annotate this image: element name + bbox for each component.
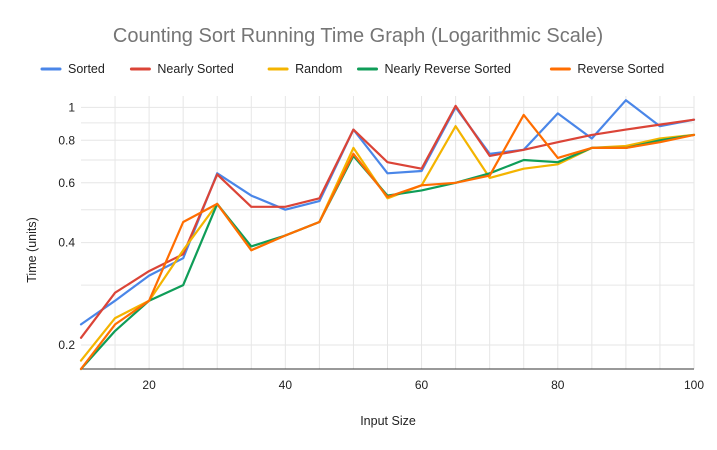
y-axis-ticks: 0.2 0.4 0.6 0.8 1 xyxy=(58,100,75,352)
chart-title: Counting Sort Running Time Graph (Logari… xyxy=(113,25,603,47)
legend-item-reverse-sorted[interactable]: Reverse Sorted xyxy=(549,62,664,76)
y-tick-label: 1 xyxy=(68,100,75,114)
legend-label: Nearly Reverse Sorted xyxy=(385,62,511,76)
x-tick-label: 40 xyxy=(279,378,293,392)
series-line-sorted xyxy=(79,99,696,326)
legend-label: Nearly Sorted xyxy=(157,62,233,76)
y-tick-label: 0.4 xyxy=(58,236,75,250)
x-axis-ticks: 20 40 60 80 100 xyxy=(142,378,704,392)
legend-label: Reverse Sorted xyxy=(577,62,664,76)
series-line-reverse-sorted xyxy=(79,113,696,371)
x-tick-label: 20 xyxy=(142,378,156,392)
gridlines xyxy=(81,96,695,370)
series-lines xyxy=(79,99,696,371)
x-axis-label: Input Size xyxy=(360,414,416,428)
legend-label: Sorted xyxy=(68,62,105,76)
legend-item-random[interactable]: Random xyxy=(267,62,342,76)
legend-item-nearly-reverse-sorted[interactable]: Nearly Reverse Sorted xyxy=(357,62,511,76)
x-tick-label: 100 xyxy=(684,378,704,392)
legend-label: Random xyxy=(295,62,342,76)
legend-item-nearly-sorted[interactable]: Nearly Sorted xyxy=(129,62,234,76)
y-axis-label: Time (units) xyxy=(25,217,39,283)
legend: Sorted Nearly Sorted Random Nearly Reverse … xyxy=(40,62,664,76)
y-tick-label: 0.8 xyxy=(58,133,75,147)
y-tick-label: 0.6 xyxy=(58,176,75,190)
x-tick-label: 80 xyxy=(551,378,565,392)
legend-item-sorted[interactable]: Sorted xyxy=(40,62,105,76)
series-line-nearly-sorted xyxy=(79,104,696,339)
x-tick-label: 60 xyxy=(415,378,429,392)
y-tick-label: 0.2 xyxy=(58,338,75,352)
